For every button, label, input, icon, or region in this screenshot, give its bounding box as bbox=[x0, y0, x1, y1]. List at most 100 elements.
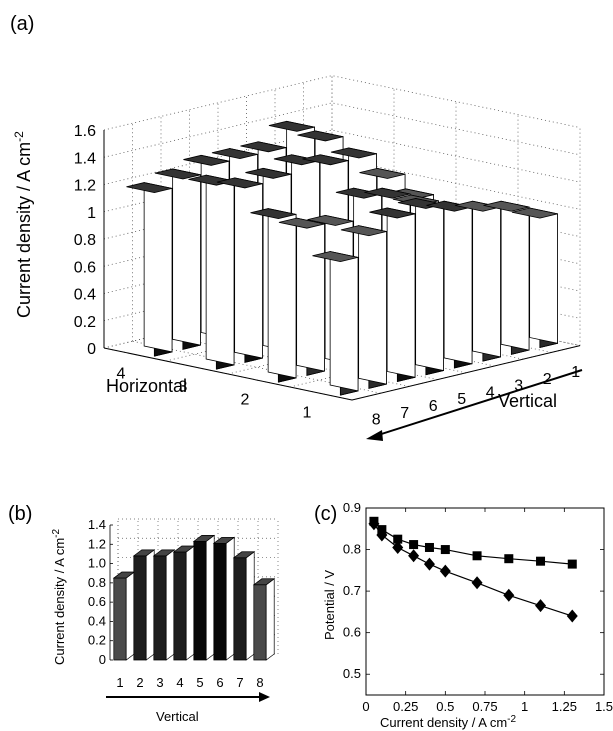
a-bar-h3-v7 bbox=[216, 177, 263, 363]
c-y-tick-label: 0.7 bbox=[343, 583, 361, 598]
a-z-axis-title: Current density / A cm-2 bbox=[12, 131, 34, 318]
b-x-axis-title: Vertical bbox=[156, 709, 199, 724]
a-bar-h1-v4 bbox=[426, 200, 473, 369]
c-diamond-point bbox=[566, 609, 578, 623]
a-bar-h1-v8 bbox=[312, 251, 359, 396]
c-square-point bbox=[504, 554, 514, 564]
c-ticks: 0 0.25 0.5 0.75 1 1.25 1.5 0.5 0.6 0.7 0.8 0.9 bbox=[343, 500, 613, 714]
c-diamond-point bbox=[376, 528, 388, 542]
c-square-point bbox=[440, 545, 450, 555]
c-square-point bbox=[536, 556, 546, 566]
c-series bbox=[368, 516, 578, 623]
b-x-tick-label: 8 bbox=[256, 675, 263, 690]
b-y-axis-title: Current density / A cm-2 bbox=[51, 528, 67, 665]
panel-label-a: (a) bbox=[10, 13, 34, 35]
a-horizontal-axis-title: Horizontal bbox=[106, 376, 187, 396]
a-horizontal-tick-label: 3 bbox=[179, 379, 188, 396]
b-x-tick-label: 6 bbox=[216, 675, 223, 690]
b-vertical-arrow bbox=[106, 692, 270, 702]
a-vertical-axis bbox=[351, 345, 581, 401]
c-diamond-point bbox=[408, 549, 420, 563]
c-x-tick-label: 1 bbox=[521, 699, 528, 714]
b-x-tick-label: 3 bbox=[156, 675, 163, 690]
c-square-point bbox=[409, 540, 419, 550]
a-bar-h1-v1 bbox=[511, 207, 558, 349]
b-bar-5 bbox=[192, 534, 216, 661]
c-diamond-point bbox=[503, 588, 515, 602]
b-y-tick-label: 0.4 bbox=[88, 613, 106, 628]
c-y-tick-label: 0.5 bbox=[343, 666, 361, 681]
a-z-tick-label: 0.6 bbox=[74, 259, 96, 276]
c-square-point bbox=[393, 534, 403, 544]
a-bars bbox=[126, 120, 558, 396]
a-horizontal-tick-label: 2 bbox=[241, 392, 250, 409]
a-vertical-tick-label: 8 bbox=[372, 412, 381, 429]
a-z-tick-label: 1.6 bbox=[74, 123, 96, 140]
b-bar-6 bbox=[212, 536, 236, 661]
b-y-tick-label: 0.8 bbox=[88, 575, 106, 590]
a-z-tick-label: 0.2 bbox=[74, 314, 96, 331]
a-z-tick-label: 1.4 bbox=[74, 150, 96, 167]
a-vertical-tick-label: 2 bbox=[543, 371, 552, 388]
b-ticks: 0 0.2 0.4 0.6 0.8 1.0 1.2 1.4 1 2 3 4 5 6 7 8 bbox=[88, 517, 264, 690]
a-bar-h4-v8 bbox=[126, 182, 173, 357]
panel-a-3d-bar-chart: 00.20.40.60.811.21.41.6432187654321 Curr… bbox=[12, 75, 583, 441]
b-x-tick-label: 5 bbox=[196, 675, 203, 690]
a-bar-h2-v8 bbox=[250, 208, 297, 383]
panel-c-line-chart: 0 0.25 0.5 0.75 1 1.25 1.5 0.5 0.6 0.7 0.8 0.9 Pote… bbox=[322, 500, 613, 730]
a-bar-h4-v7 bbox=[154, 168, 201, 350]
a-bar-h1-v5 bbox=[397, 197, 444, 376]
c-y-tick-label: 0.9 bbox=[343, 500, 361, 515]
b-y-tick-label: 0.2 bbox=[88, 633, 106, 648]
c-diamond-point bbox=[535, 599, 547, 613]
a-bar-h1-v2 bbox=[483, 200, 530, 355]
a-vertical-tick-label: 7 bbox=[400, 405, 409, 422]
panel-b-bar-chart: 0 0.2 0.4 0.6 0.8 1.0 1.2 1.4 1 2 3 4 5 6 7 8 Current d… bbox=[51, 517, 279, 724]
b-bar-2 bbox=[132, 549, 156, 661]
c-diamond-point bbox=[368, 517, 380, 531]
a-horizontal-tick-label: 1 bbox=[303, 405, 312, 422]
c-diamond-point bbox=[423, 557, 435, 571]
a-vertical-axis-title: Vertical bbox=[498, 391, 557, 411]
b-x-tick-label: 7 bbox=[236, 675, 243, 690]
b-x-tick-label: 4 bbox=[176, 675, 183, 690]
a-vertical-tick-label: 6 bbox=[429, 398, 438, 415]
a-z-gridline bbox=[103, 75, 581, 131]
c-series-line-diamond bbox=[373, 523, 573, 617]
a-vertical-tick-label: 5 bbox=[457, 391, 466, 408]
a-bar-h1-v6 bbox=[369, 207, 416, 383]
c-y-axis-title: Potential / V bbox=[322, 570, 337, 640]
b-y-tick-label: 1.2 bbox=[88, 536, 106, 551]
c-diamond-point bbox=[439, 564, 451, 578]
c-x-tick-label: 1.25 bbox=[552, 699, 577, 714]
a-vertical-tick-label: 3 bbox=[514, 378, 523, 395]
c-diamond-point bbox=[392, 540, 404, 554]
b-bar-7 bbox=[232, 551, 256, 661]
a-bar-h3-v8 bbox=[188, 174, 235, 370]
a-z-tick-label: 1 bbox=[87, 205, 96, 222]
b-bar-3 bbox=[152, 549, 176, 661]
b-x-tick-label: 1 bbox=[116, 675, 123, 690]
c-x-tick-label: 1.5 bbox=[595, 699, 613, 714]
b-y-tick-label: 1.0 bbox=[88, 556, 106, 571]
a-vertical-arrow bbox=[366, 369, 583, 441]
b-y-tick-label: 1.4 bbox=[88, 517, 106, 532]
a-vertical-tick-label: 4 bbox=[486, 384, 495, 401]
a-z-tick-label: 0.4 bbox=[74, 287, 96, 304]
c-y-tick-label: 0.8 bbox=[343, 542, 361, 557]
a-bar-h1-v7 bbox=[340, 225, 387, 389]
a-axes bbox=[103, 130, 581, 401]
a-z-tick-label: 0 bbox=[87, 341, 96, 358]
a-horizontal-tick-label: 4 bbox=[117, 366, 126, 383]
c-y-tick-label: 0.6 bbox=[343, 625, 361, 640]
c-series-line-square bbox=[373, 520, 573, 565]
panel-label-b: (b) bbox=[8, 503, 32, 525]
c-x-tick-label: 0.25 bbox=[393, 699, 418, 714]
b-bars bbox=[112, 534, 276, 661]
b-bar-8 bbox=[252, 578, 276, 661]
c-diamond-point bbox=[471, 576, 483, 590]
a-z-tick-label: 1.2 bbox=[74, 178, 96, 195]
c-square-point bbox=[567, 559, 577, 569]
b-x-tick-label: 2 bbox=[136, 675, 143, 690]
